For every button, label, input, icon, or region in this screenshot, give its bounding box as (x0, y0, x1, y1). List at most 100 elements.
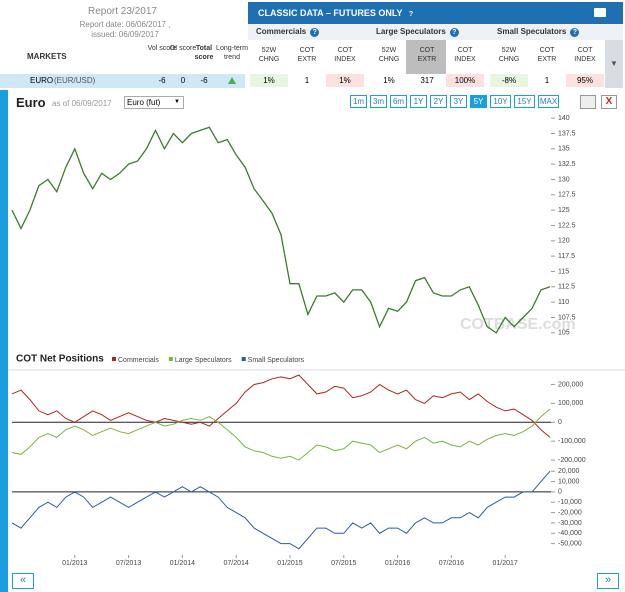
help[interactable]: ? (310, 28, 320, 37)
column-header: COT EXTR (297, 47, 317, 63)
legend-label: Small Speculators (248, 357, 305, 364)
group-row (248, 24, 623, 40)
y-tick-label: -100,000 (558, 438, 586, 445)
range-button[interactable]: 2Y (430, 95, 447, 108)
score-header: Total score (194, 45, 214, 61)
legend-swatch (112, 357, 116, 361)
x-tick-label: 01/2014 (170, 560, 195, 567)
x-tick-label: 07/2016 (439, 560, 464, 567)
data-cell: 1% (250, 74, 288, 87)
y-tick-label: -30,000 (558, 520, 582, 527)
y-tick-label: 127.5 (558, 192, 576, 199)
prev-button[interactable]: « (12, 573, 34, 589)
data-cell: -8% (490, 74, 528, 87)
data-line (11, 408, 551, 461)
as-of: as of 06/09/2017 (52, 99, 112, 108)
y-tick-label: -40,000 (558, 530, 582, 537)
market-row[interactable] (0, 74, 245, 88)
y-tick-label: 112.5 (558, 284, 575, 291)
chart-title: Euro (16, 95, 46, 110)
classic-title: CLASSIC DATA – FUTURES ONLY? (258, 8, 416, 19)
range-button[interactable]: 15Y (514, 95, 535, 108)
column-header: 52W CHNG (498, 47, 520, 63)
y-tick-label: 120 (558, 238, 570, 245)
range-button[interactable]: 1Y (410, 95, 427, 108)
y-tick-label: 110 (558, 299, 569, 306)
column-header: COT INDEX (334, 47, 356, 63)
x-tick-label: 01/2015 (277, 560, 302, 567)
x-tick-label: 01/2016 (385, 560, 410, 567)
classic-bar (248, 2, 623, 24)
markets-label: MARKETS (27, 52, 67, 61)
x-tick-label: 01/2017 (493, 560, 518, 567)
active-column[interactable] (406, 40, 446, 74)
range-button[interactable]: 6m (390, 95, 407, 108)
data-line (11, 126, 551, 334)
y-tick-label: 100,000 (558, 400, 583, 407)
y-tick-label: 115 (558, 268, 569, 275)
y-tick-label: -50,000 (558, 540, 582, 547)
market-symbol: (EUR/USD) (54, 76, 96, 85)
y-tick-label: 132.5 (558, 161, 576, 168)
print-icon[interactable] (594, 8, 606, 17)
column-header: COT EXTR (537, 47, 557, 63)
watermark: COTBASE.com (460, 316, 576, 333)
report-date: Report date: 06/06/2017 , (79, 20, 171, 29)
range-button[interactable]: 5Y (470, 95, 487, 108)
range-button[interactable]: 10Y (490, 95, 511, 108)
help[interactable]: ? (406, 10, 416, 19)
y-tick-label: 117.5 (558, 253, 575, 260)
group-name: Large Speculators? (376, 27, 459, 37)
y-tick-label: 140 (558, 115, 570, 122)
score-header: OI score (169, 45, 197, 52)
report: Report 23/2017 (88, 6, 157, 17)
data-line (11, 374, 551, 438)
score-cell: -6 (158, 76, 166, 85)
y-tick-label: 130 (558, 176, 570, 183)
data-cell: 100% (446, 74, 484, 87)
select-text: Euro (fut) (127, 98, 161, 107)
market-select[interactable]: Euro (fut) ▼ (124, 96, 184, 109)
y-tick-label: 20,000 (558, 468, 580, 475)
group-name: Small Speculators? (497, 27, 580, 37)
next-button[interactable]: » (597, 573, 619, 589)
y-tick-label: 135 (558, 146, 570, 153)
range-button[interactable]: 3Y (450, 95, 467, 108)
y-tick-label: -20,000 (558, 509, 582, 516)
column-header: 52W CHNG (378, 47, 400, 63)
y-tick-label: -200,000 (558, 457, 586, 464)
x-tick-label: 01/2013 (62, 560, 87, 567)
close-button[interactable]: X (601, 95, 617, 109)
legend-swatch (168, 357, 173, 361)
y-tick-label: 0 (558, 419, 562, 426)
range-button[interactable]: MAX (538, 95, 559, 108)
y-tick-label: 137.5 (558, 130, 576, 137)
column-header: 52W CHNG (258, 47, 280, 63)
help[interactable]: ? (449, 28, 459, 37)
score-cell: -6 (200, 76, 208, 85)
column-header: COT INDEX (454, 47, 476, 63)
print-button[interactable] (580, 95, 596, 109)
trend-arrow (228, 77, 236, 84)
x-tick-label: 07/2015 (331, 560, 356, 567)
group-text: Commercials (256, 27, 307, 36)
y-tick-label: 0 (558, 489, 562, 496)
legend-swatch (241, 357, 246, 361)
y-tick-label: 107.5 (558, 314, 576, 321)
score-cell: 0 (180, 76, 186, 85)
column-toggle[interactable]: ▼ (605, 40, 623, 88)
cot-title: COT Net Positions (16, 354, 104, 365)
data-cell: 317 (420, 76, 434, 85)
help[interactable]: ? (570, 28, 580, 37)
data-cell: 1% (383, 76, 395, 85)
y-tick-label: -10,000 (558, 499, 582, 506)
classic-title-text: CLASSIC DATA – FUTURES ONLY (258, 8, 403, 18)
legend-label: Commercials (118, 357, 159, 364)
column-header: COT INDEX (574, 47, 596, 63)
range-button[interactable]: 1m (350, 95, 367, 108)
market-name: EURO (30, 76, 54, 85)
y-tick-label: 125 (558, 207, 570, 214)
score-header: Vol score (147, 45, 177, 52)
range-button[interactable]: 3m (370, 95, 387, 108)
